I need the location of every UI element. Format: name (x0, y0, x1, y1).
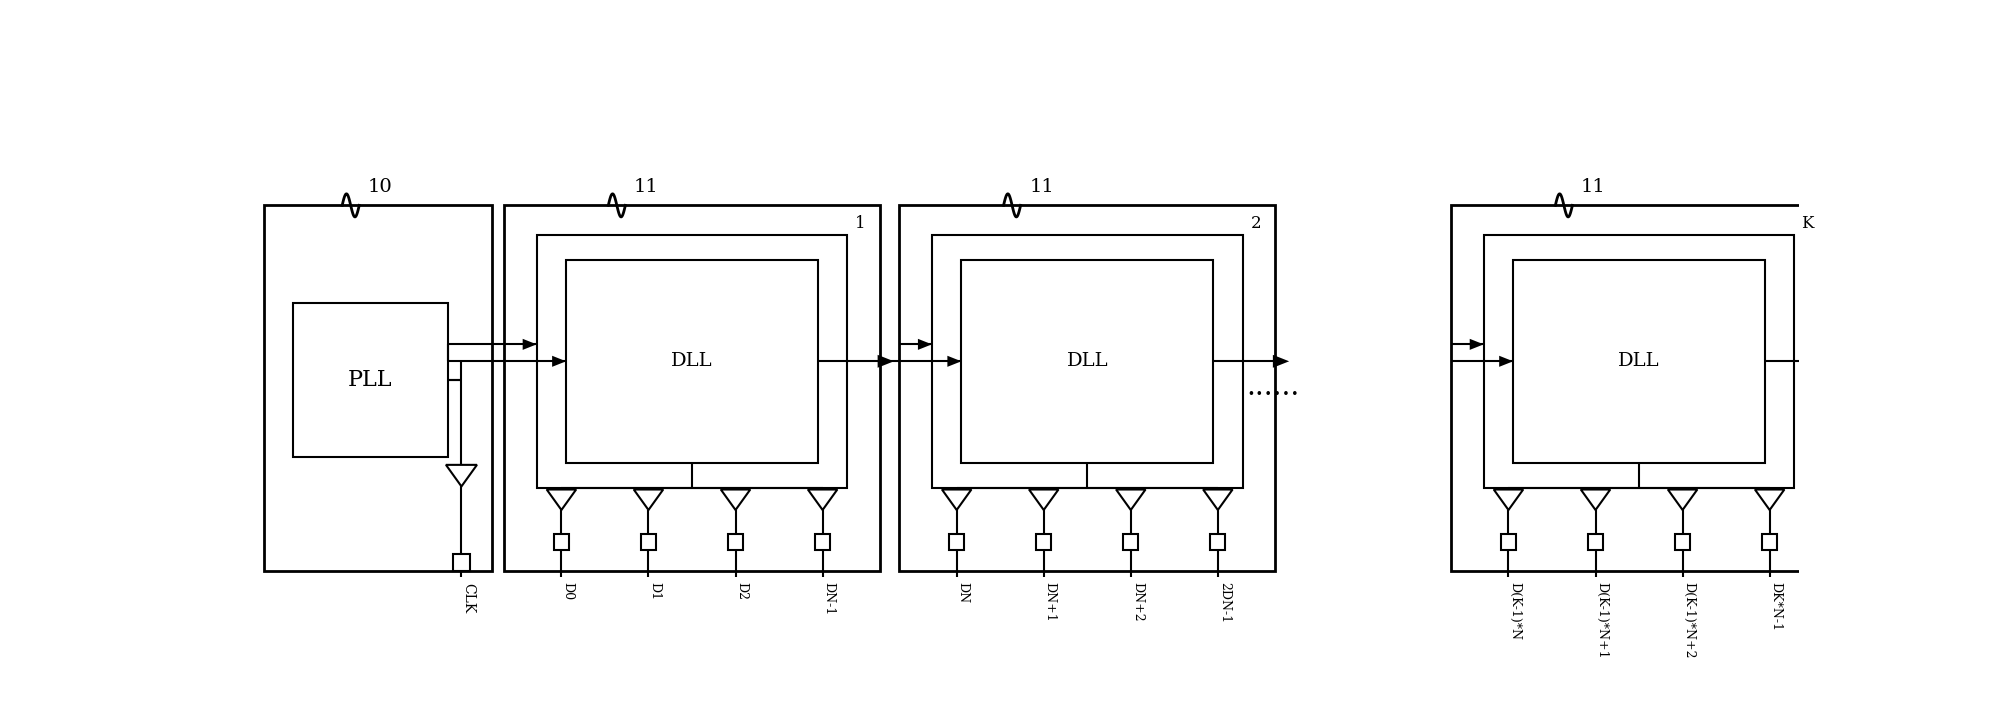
Text: 10: 10 (368, 178, 392, 196)
Polygon shape (721, 489, 749, 510)
Polygon shape (521, 339, 535, 350)
Bar (535, 234, 847, 488)
Bar (899, 206, 1275, 571)
Polygon shape (917, 339, 931, 350)
Polygon shape (1580, 489, 1610, 510)
Text: 2DN-1: 2DN-1 (1217, 582, 1231, 623)
Bar (931, 234, 1243, 488)
Text: D0: D0 (561, 582, 573, 600)
Text: ......: ...... (1245, 375, 1299, 401)
Text: DN-1: DN-1 (823, 582, 835, 615)
Polygon shape (446, 465, 478, 486)
Bar (1123, 534, 1137, 550)
Polygon shape (551, 356, 565, 367)
Bar (1211, 534, 1225, 550)
Bar (641, 534, 655, 550)
Text: 2: 2 (1251, 215, 1261, 232)
Text: CLK: CLK (462, 583, 476, 613)
Text: D(K-1)*N+2: D(K-1)*N+2 (1682, 582, 1694, 658)
Bar (553, 534, 569, 550)
Bar (264, 206, 492, 571)
Polygon shape (1029, 489, 1057, 510)
Bar (949, 534, 963, 550)
Polygon shape (941, 489, 971, 510)
Text: PLL: PLL (348, 369, 392, 391)
Text: DN+2: DN+2 (1131, 582, 1143, 622)
Text: D1: D1 (647, 582, 661, 600)
Text: D(K-1)*N+1: D(K-1)*N+1 (1594, 582, 1608, 658)
Polygon shape (1203, 489, 1233, 510)
Text: D2: D2 (735, 582, 747, 600)
Text: DN+1: DN+1 (1043, 582, 1057, 622)
Bar (1762, 534, 1776, 550)
Polygon shape (1469, 339, 1483, 350)
Bar (727, 534, 743, 550)
Polygon shape (1666, 489, 1696, 510)
Bar (565, 260, 817, 463)
Polygon shape (807, 489, 837, 510)
Bar (503, 206, 879, 571)
Bar (1586, 534, 1602, 550)
Polygon shape (1115, 489, 1145, 510)
Polygon shape (1824, 355, 1840, 367)
Text: 11: 11 (1580, 178, 1604, 196)
Text: D(K-1)*N: D(K-1)*N (1508, 582, 1520, 640)
Text: DK*N-1: DK*N-1 (1768, 582, 1782, 631)
Polygon shape (877, 355, 893, 367)
Text: K: K (1800, 215, 1812, 232)
Text: DN: DN (957, 582, 969, 603)
Polygon shape (633, 489, 663, 510)
Bar (454, 554, 470, 571)
Bar (1483, 234, 1794, 488)
Text: 11: 11 (1029, 178, 1053, 196)
Polygon shape (1493, 489, 1522, 510)
Text: 11: 11 (633, 178, 657, 196)
Bar (292, 303, 448, 457)
Polygon shape (1273, 355, 1289, 367)
Polygon shape (1754, 489, 1784, 510)
Text: DLL: DLL (1065, 352, 1107, 370)
Text: DLL: DLL (1618, 352, 1658, 370)
Bar (1512, 260, 1764, 463)
Bar (961, 260, 1213, 463)
Bar (815, 534, 829, 550)
Text: 1: 1 (855, 215, 865, 232)
Bar (1674, 534, 1688, 550)
Bar (1500, 534, 1514, 550)
Polygon shape (1498, 356, 1512, 367)
Bar (1451, 206, 1826, 571)
Polygon shape (947, 356, 961, 367)
Polygon shape (545, 489, 575, 510)
Bar (1035, 534, 1051, 550)
Text: DLL: DLL (671, 352, 713, 370)
